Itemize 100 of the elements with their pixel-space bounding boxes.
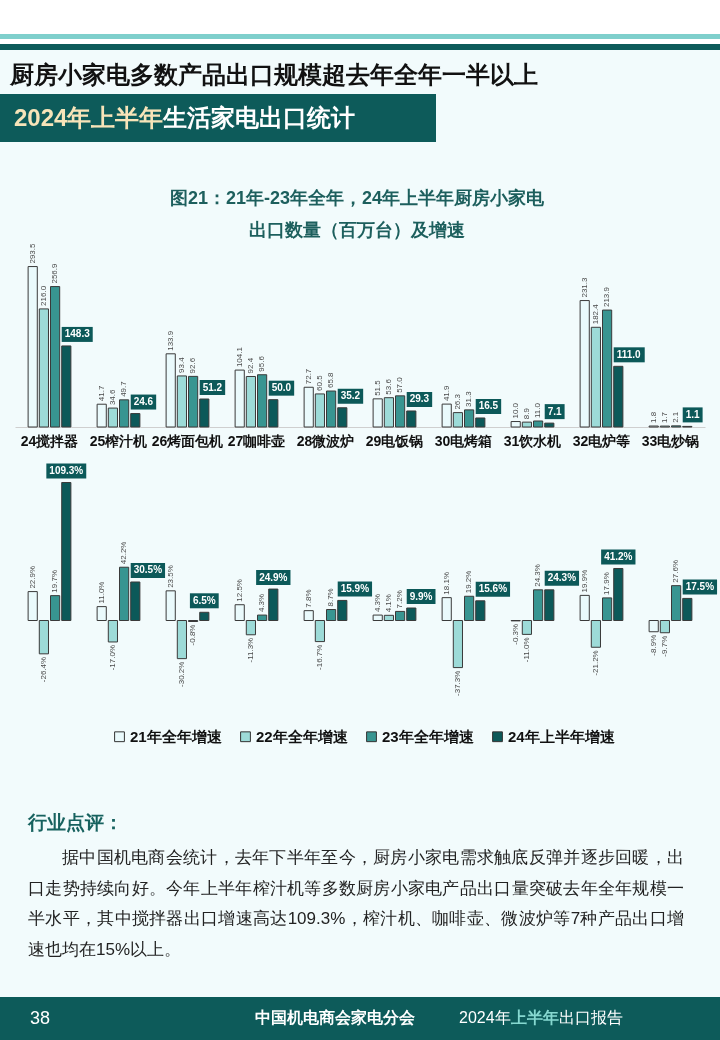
data-label: 18.1%: [441, 571, 451, 595]
data-label: -26.4%: [38, 656, 48, 683]
data-label: 49.7: [119, 380, 129, 397]
legend-label: 23年全年增速: [382, 727, 475, 745]
x-tick-label: 26烤面包机: [151, 432, 224, 449]
text: 中国机电商会家电分会: [255, 1008, 415, 1028]
data-label: 4.3%: [257, 593, 267, 613]
data-label: 24.3%: [547, 572, 577, 584]
data-label: 65.8: [326, 371, 336, 389]
data-label: 24.9%: [259, 571, 288, 583]
data-label: 35.2: [340, 390, 361, 402]
data-label: 15.6%: [478, 583, 508, 595]
x-tick-label: 31饮水机: [503, 432, 562, 449]
x-tick-label: 30电烤箱: [434, 432, 493, 449]
x-tick-label: 28微波炉: [296, 432, 355, 449]
data-label: 34.6: [107, 388, 117, 406]
data-label: 104.1: [234, 346, 244, 368]
text: 厨房小家电多数产品出口规模超去年全年一半以上: [10, 60, 538, 90]
text: 出口报告: [558, 1009, 623, 1026]
data-label: 1.1: [685, 408, 701, 420]
data-label: 10.0: [510, 402, 520, 419]
data-label: 22.9%: [27, 565, 37, 589]
data-label: 1.7: [659, 411, 669, 424]
x-tick-label: 29电饭锅: [365, 432, 424, 449]
data-label: 8.7%: [326, 588, 336, 607]
data-label: 51.5: [372, 379, 382, 396]
data-label: 111.0: [616, 348, 642, 360]
data-label: -11.3%: [245, 637, 255, 663]
data-label: 26.3: [452, 393, 462, 410]
legend-label: 21年全年增速: [130, 727, 223, 745]
x-tick-label: 33电炒锅: [641, 432, 700, 449]
data-label: 2.1: [671, 411, 681, 423]
data-label: 256.9: [50, 262, 60, 284]
data-label: 57.0: [395, 376, 405, 393]
data-label: 216.0: [38, 285, 48, 306]
data-label: 53.6: [383, 378, 393, 395]
data-label: -37.3%: [452, 670, 462, 696]
data-label: 109.3%: [49, 465, 84, 477]
data-label: 4.1%: [383, 594, 393, 613]
data-label: 182.4: [590, 303, 600, 325]
data-label: 4.3%: [372, 593, 382, 613]
data-label: 9.9%: [409, 590, 433, 602]
data-label: 50.0: [271, 382, 292, 394]
text: 38: [30, 1007, 51, 1030]
text: 生活家电出口统计: [163, 104, 356, 131]
data-label: 11.0%: [96, 581, 106, 604]
data-label: 23.5%: [165, 565, 175, 588]
data-label: 92.4: [245, 357, 255, 374]
data-label: 27.6%: [671, 559, 681, 583]
text: 行业点评：: [28, 811, 123, 835]
data-label: 17.5%: [685, 580, 715, 592]
data-label: 95.6: [257, 355, 267, 372]
data-label: 19.7%: [50, 569, 60, 593]
data-label: 12.5%: [234, 579, 244, 602]
data-label: 7.2%: [395, 590, 405, 609]
data-label: 42.2%: [119, 541, 129, 565]
data-label: 213.9: [602, 286, 612, 308]
data-label: 293.5: [27, 242, 37, 264]
data-label: 41.9: [441, 384, 451, 402]
data-label: 29.3: [409, 393, 430, 405]
data-label: 15.9%: [340, 582, 370, 594]
data-label: 51.2: [202, 381, 223, 393]
text: 上半年: [510, 1009, 559, 1026]
data-label: 24.3%: [533, 564, 543, 587]
data-label: 7.8%: [303, 589, 313, 608]
text: 据中国机电商会统计，去年下半年至今，厨房小家电需求触底反弹并逐步回暖，出口走势持续向好。今年上半年榨汁机等多数厨房小家电产品出口量突破去年全年规模一半水平，其中搅拌器出口增速高达109.3%，榨汁机、咖啡壶、微波炉等7种产品出口增速也均在15%以上。: [28, 847, 684, 961]
data-label: 1.8: [648, 411, 658, 424]
data-label: -8.9%: [648, 634, 658, 656]
data-label: 231.3: [579, 276, 589, 298]
legend-label: 22年全年增速: [256, 727, 349, 745]
data-label: -11.0%: [521, 637, 531, 663]
data-label: 7.1: [547, 405, 563, 417]
data-label: 8.9: [521, 407, 531, 420]
data-label: 24.6: [133, 396, 154, 408]
data-label: -9.7%: [659, 635, 669, 657]
data-label: 31.3: [464, 390, 474, 407]
data-label: 19.2%: [464, 570, 474, 594]
data-label: 41.7: [96, 385, 106, 402]
chart-title: 图21：21年-23年全年，24年上半年厨房小家电出口数量（百万台）及增速: [168, 187, 546, 242]
text: 2024年: [459, 1009, 511, 1026]
data-label: 16.5: [478, 400, 499, 412]
x-tick-label: 24搅拌器: [20, 432, 79, 449]
data-label: 148.3: [64, 328, 91, 340]
data-label: 72.7: [303, 368, 313, 385]
data-label: 93.4: [176, 356, 186, 373]
data-label: 133.9: [165, 330, 175, 351]
text: 2024年上半年: [14, 104, 164, 131]
legend-label: 24年上半年增速: [508, 727, 616, 745]
data-label: -21.2%: [590, 650, 600, 676]
data-label: -0.8%: [188, 624, 198, 646]
data-label: -16.7%: [314, 644, 324, 670]
data-label: 41.2%: [604, 550, 633, 562]
data-label: 60.5: [314, 374, 324, 391]
data-label: -0.3%: [510, 623, 520, 645]
data-label: 6.5%: [192, 594, 216, 606]
data-label: 92.6: [188, 357, 198, 374]
data-label: -17.0%: [107, 644, 117, 671]
x-tick-label: 32电炉等: [572, 432, 631, 449]
data-label: 11.0: [533, 402, 543, 418]
data-label: -30.2%: [176, 661, 186, 687]
